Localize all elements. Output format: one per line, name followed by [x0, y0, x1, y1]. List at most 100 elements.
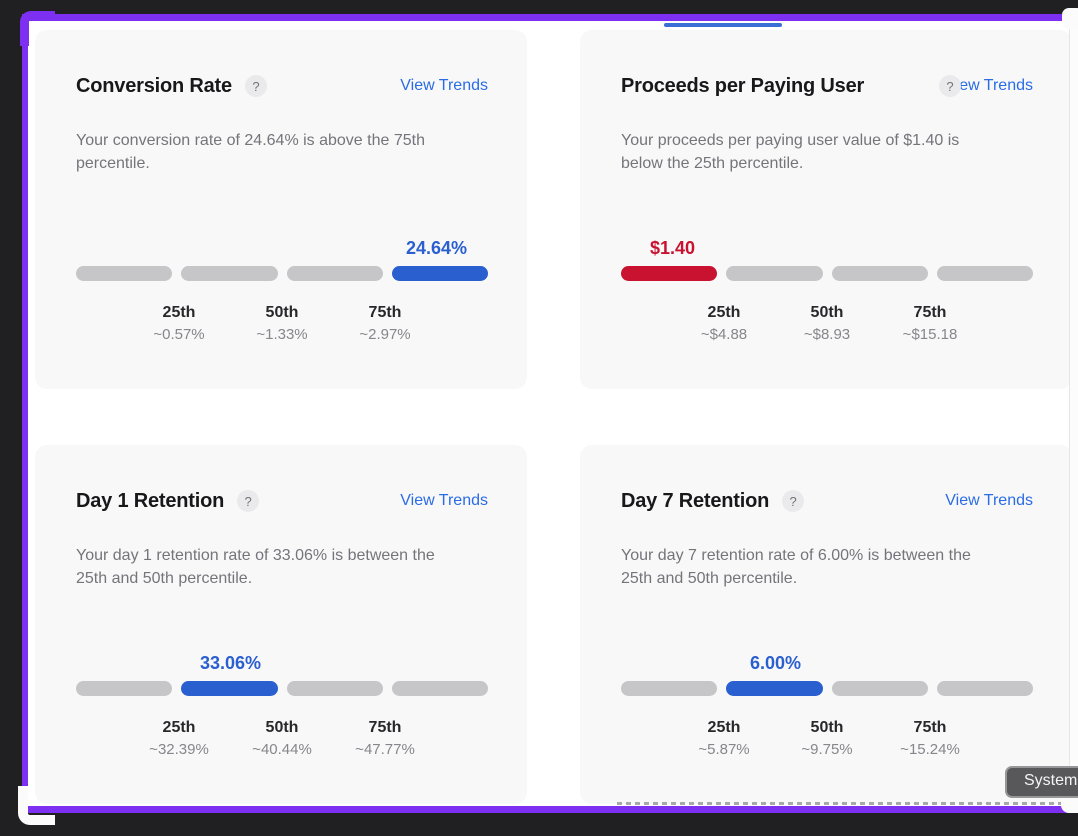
active-tab-underline-icon[interactable]	[664, 23, 782, 27]
percentile-label: 75th	[913, 304, 947, 321]
percentile-label: 75th	[368, 304, 402, 321]
card-description: Your day 7 retention rate of 6.00% is be…	[621, 544, 1042, 590]
description-line: Your day 7 retention rate of 6.00% is be…	[621, 547, 971, 564]
view-trends-link[interactable]: View Trends	[400, 77, 488, 94]
percentile-value: ~2.97%	[359, 326, 411, 343]
share-border-left	[22, 14, 28, 813]
bar-segment	[831, 681, 928, 696]
benchmark-bar	[76, 681, 488, 696]
card-description: Your conversion rate of 24.64% is above …	[76, 129, 497, 175]
percentile-group: 75th ~15.24%	[900, 719, 960, 758]
help-icon[interactable]: ?	[237, 490, 260, 512]
benchmark-bar	[621, 266, 1033, 281]
view-trends-link[interactable]: View Trends	[945, 492, 1033, 509]
card-day-1-retention: Day 1 Retention ? View Trends Your day 1…	[35, 445, 527, 804]
percentile-value: ~5.87%	[698, 741, 750, 758]
percentile-group: 50th ~9.75%	[801, 719, 852, 758]
percentile-labels: 25th ~$4.88 50th ~$8.93 75th ~$15.18	[621, 304, 1033, 350]
metric-value: $1.40	[649, 238, 696, 258]
card-title: Day 1 Retention	[76, 489, 225, 512]
percentile-group: 50th ~40.44%	[252, 719, 312, 758]
bar-segment	[76, 266, 173, 281]
card-header: Conversion Rate ? View Trends	[76, 72, 488, 100]
share-border-bottom	[22, 806, 1078, 813]
percentile-value: ~9.75%	[801, 741, 853, 758]
percentile-group: 25th ~$4.88	[701, 304, 747, 343]
percentile-value: ~$15.18	[902, 326, 958, 343]
bar-segment	[286, 681, 383, 696]
percentile-label: 50th	[810, 304, 844, 321]
description-line: Your day 1 retention rate of 33.06% is b…	[76, 547, 435, 564]
window-edge-strip	[1069, 22, 1078, 806]
percentile-bar-block: 24.64% 25th ~0.57% 50th	[76, 238, 488, 350]
card-conversion-rate: Conversion Rate ? View Trends Your conve…	[35, 30, 527, 389]
description-line: percentile.	[76, 155, 150, 172]
percentile-value: ~$4.88	[700, 326, 748, 343]
bar-segment	[286, 266, 383, 281]
percentile-labels: 25th ~5.87% 50th ~9.75% 75th ~15.24%	[621, 719, 1033, 765]
bar-segment	[181, 681, 278, 696]
view-trends-link[interactable]: View Trends	[945, 77, 1033, 94]
metric-value: 6.00%	[749, 653, 802, 673]
benchmark-bar	[76, 266, 488, 281]
percentile-labels: 25th ~0.57% 50th ~1.33% 75th ~2.97%	[76, 304, 488, 350]
description-line: Your conversion rate of 24.64% is above …	[76, 132, 425, 149]
help-icon[interactable]: ?	[244, 75, 267, 97]
card-description: Your proceeds per paying user value of $…	[621, 129, 1042, 175]
share-corner-handle-top-right[interactable]	[1062, 8, 1078, 29]
percentile-group: 25th ~32.39%	[149, 719, 209, 758]
benchmark-cards-grid: Conversion Rate ? View Trends Your conve…	[35, 30, 1072, 804]
bar-segment	[181, 266, 278, 281]
percentile-group: 25th ~0.57%	[153, 304, 204, 343]
percentile-group: 75th ~47.77%	[355, 719, 415, 758]
bar-segment	[831, 266, 928, 281]
percentile-label: 25th	[707, 719, 741, 736]
bar-segment	[936, 266, 1033, 281]
bar-segment	[391, 266, 488, 281]
bar-segment	[391, 681, 488, 696]
percentile-value: ~32.39%	[149, 741, 209, 758]
percentile-group: 50th ~$8.93	[804, 304, 850, 343]
benchmark-bar	[621, 681, 1033, 696]
percentile-group: 50th ~1.33%	[256, 304, 307, 343]
percentile-value: ~15.24%	[900, 741, 960, 758]
percentile-label: 25th	[162, 304, 196, 321]
percentile-label: 50th	[265, 304, 299, 321]
help-icon[interactable]: ?	[939, 75, 961, 97]
percentile-labels: 25th ~32.39% 50th ~40.44% 75th ~47.77%	[76, 719, 488, 765]
card-day-7-retention: Day 7 Retention ? View Trends Your day 7…	[580, 445, 1072, 804]
bar-segment	[726, 681, 823, 696]
description-line: 25th and 50th percentile.	[76, 570, 253, 587]
percentile-label: 50th	[265, 719, 299, 736]
share-corner-handle-bottom-left[interactable]	[18, 786, 55, 825]
card-header: Day 1 Retention ? View Trends	[76, 487, 488, 515]
percentile-group: 75th ~2.97%	[359, 304, 410, 343]
percentile-value: ~0.57%	[153, 326, 205, 343]
metric-value: 33.06%	[199, 653, 262, 673]
bar-segment	[726, 266, 823, 281]
percentile-group: 75th ~$15.18	[903, 304, 958, 343]
view-trends-link[interactable]: View Trends	[400, 492, 488, 509]
share-corner-handle-top-left[interactable]	[20, 11, 55, 46]
share-border-top	[22, 14, 1078, 21]
help-icon[interactable]: ?	[782, 490, 805, 512]
percentile-value: ~40.44%	[252, 741, 312, 758]
description-line: Your proceeds per paying user value of $…	[621, 132, 960, 149]
card-proceeds-per-paying-user: Proceeds per Paying User ? View Trends Y…	[580, 30, 1072, 389]
description-line: below the 25th percentile.	[621, 155, 804, 172]
percentile-bar-block: $1.40 25th ~$4.88 50th	[621, 238, 1033, 350]
percentile-value: ~1.33%	[256, 326, 308, 343]
bar-segment	[76, 681, 173, 696]
card-header: Proceeds per Paying User ? View Trends	[621, 72, 1033, 100]
percentile-bar-block: 33.06% 25th ~32.39% 50th	[76, 653, 488, 765]
card-title: Day 7 Retention	[621, 489, 770, 512]
card-title: Conversion Rate	[76, 74, 232, 97]
percentile-label: 50th	[810, 719, 844, 736]
system-button[interactable]: System	[1005, 766, 1078, 798]
bar-segment	[936, 681, 1033, 696]
benchmarks-page: Conversion Rate ? View Trends Your conve…	[27, 21, 1078, 806]
percentile-group: 25th ~5.87%	[698, 719, 749, 758]
description-line: 25th and 50th percentile.	[621, 570, 798, 587]
bar-segment	[621, 266, 718, 281]
